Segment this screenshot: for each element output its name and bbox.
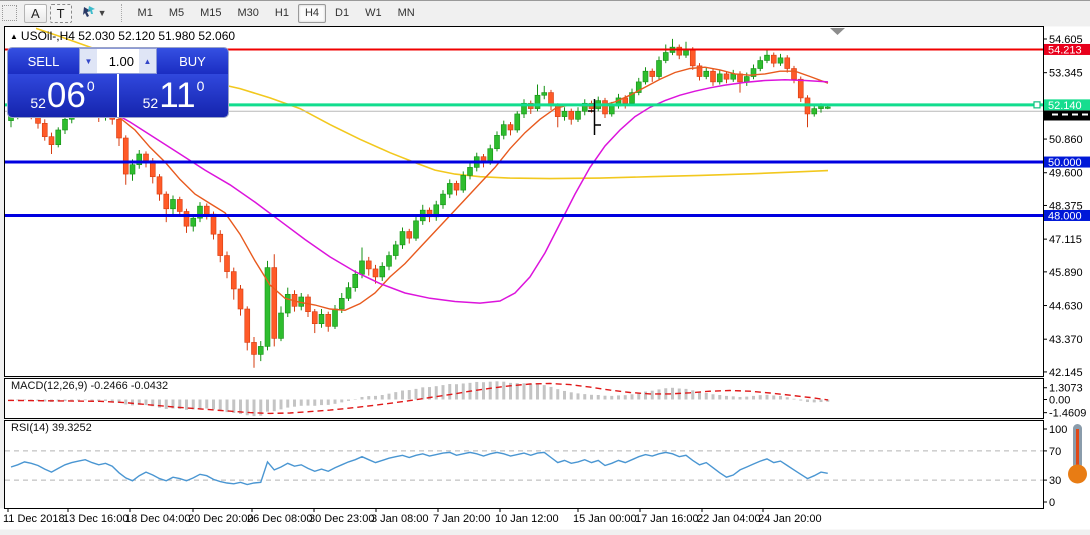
svg-text:18 Dec 04:00: 18 Dec 04:00: [125, 513, 190, 525]
svg-text:50.000: 50.000: [1048, 157, 1082, 169]
svg-text:54.213: 54.213: [1048, 44, 1082, 56]
svg-text:13 Dec 16:00: 13 Dec 16:00: [63, 513, 128, 525]
svg-text:48.000: 48.000: [1048, 210, 1082, 222]
rsi-indicator-label: RSI(14) 39.3252: [11, 422, 92, 434]
svg-text:-1.4609: -1.4609: [1049, 408, 1086, 420]
svg-text:30: 30: [1049, 475, 1061, 487]
svg-text:47.115: 47.115: [1049, 234, 1082, 246]
svg-text:15 Jan 00:00: 15 Jan 00:00: [573, 513, 637, 525]
svg-text:0.00: 0.00: [1049, 395, 1070, 407]
buy-price-sup: 0: [197, 79, 205, 93]
svg-text:70: 70: [1049, 446, 1061, 458]
one-click-trade-panel: SELL ▼ 1.00 ▲ BUY 52 06 0 52 11 0: [8, 48, 228, 117]
svg-text:1.3073: 1.3073: [1049, 383, 1083, 395]
svg-text:53.345: 53.345: [1049, 68, 1083, 80]
buy-price-big: 11: [159, 78, 195, 113]
collapse-triangle-icon[interactable]: ▲: [10, 32, 18, 41]
svg-text:42.145: 42.145: [1049, 367, 1083, 379]
svg-text:50.860: 50.860: [1049, 134, 1083, 146]
svg-text:3 Jan 08:00: 3 Jan 08:00: [371, 513, 429, 525]
svg-text:17 Jan 16:00: 17 Jan 16:00: [635, 513, 699, 525]
svg-text:49.600: 49.600: [1049, 168, 1083, 180]
volume-down-button[interactable]: ▼: [80, 49, 97, 73]
svg-text:43.370: 43.370: [1049, 334, 1083, 346]
volume-spinner: ▼ 1.00 ▲: [79, 48, 157, 74]
svg-text:24 Jan 20:00: 24 Jan 20:00: [758, 513, 822, 525]
svg-text:44.630: 44.630: [1049, 301, 1083, 313]
buy-price-display[interactable]: 52 11 0: [119, 74, 228, 117]
sell-price-sup: 0: [87, 79, 95, 93]
svg-text:10 Jan 12:00: 10 Jan 12:00: [495, 513, 559, 525]
svg-text:20 Dec 20:00: 20 Dec 20:00: [188, 513, 253, 525]
rsi-pane[interactable]: [5, 421, 1044, 509]
svg-text:26 Dec 08:00: 26 Dec 08:00: [247, 513, 312, 525]
svg-text:0: 0: [1049, 497, 1055, 509]
chart-title: ▲USOil-,H4 52.030 52.120 51.980 52.060: [10, 29, 235, 43]
hline-drag-handle[interactable]: [1034, 102, 1040, 108]
sell-button[interactable]: SELL: [8, 48, 79, 74]
svg-text:45.890: 45.890: [1049, 267, 1083, 279]
sell-price-big: 06: [47, 78, 86, 113]
sell-price-prefix: 52: [30, 96, 46, 110]
buy-price-prefix: 52: [143, 96, 159, 110]
svg-text:22 Jan 04:00: 22 Jan 04:00: [697, 513, 761, 525]
thermometer-icon: [1062, 421, 1090, 487]
volume-up-button[interactable]: ▲: [139, 49, 156, 73]
svg-text:7 Jan 20:00: 7 Jan 20:00: [433, 513, 491, 525]
volume-input[interactable]: 1.00: [97, 49, 139, 73]
buy-button[interactable]: BUY: [157, 48, 228, 74]
chart-title-text: USOil-,H4 52.030 52.120 51.980 52.060: [21, 29, 235, 43]
svg-text:11 Dec 2018: 11 Dec 2018: [3, 513, 65, 525]
svg-text:52.140: 52.140: [1048, 100, 1082, 112]
sell-price-display[interactable]: 52 06 0: [8, 74, 117, 117]
macd-indicator-label: MACD(12,26,9) -0.2466 -0.0432: [11, 380, 168, 392]
svg-text:30 Dec 23:00: 30 Dec 23:00: [309, 513, 374, 525]
